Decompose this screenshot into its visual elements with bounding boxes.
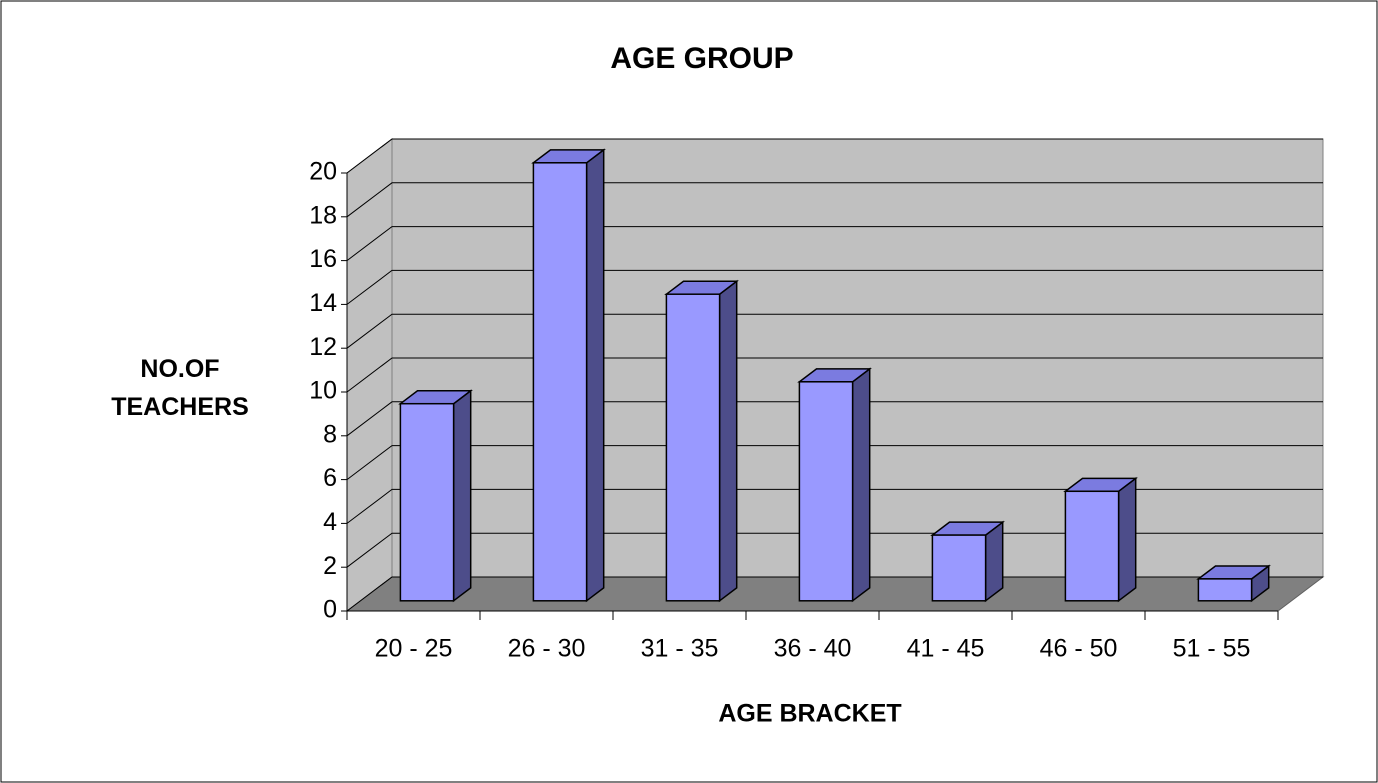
y-tick-label: 10 bbox=[309, 377, 337, 405]
bar-side bbox=[851, 367, 871, 603]
y-tick-label: 2 bbox=[323, 552, 337, 580]
grid-line bbox=[346, 269, 1323, 305]
grid-line bbox=[346, 488, 1323, 524]
bar-side bbox=[585, 148, 605, 603]
grid-line bbox=[346, 357, 1323, 393]
grid-line bbox=[346, 576, 1323, 612]
x-tick-label: 46 - 50 bbox=[1040, 635, 1118, 663]
chart-title: AGE GROUP bbox=[610, 42, 793, 75]
bar-side bbox=[452, 389, 472, 603]
grid-line bbox=[346, 182, 1323, 218]
y-tick-label: 12 bbox=[309, 333, 337, 361]
y-tick-label: 20 bbox=[309, 158, 337, 186]
x-tick-label: 51 - 55 bbox=[1173, 635, 1251, 663]
y-tick-label: 16 bbox=[309, 245, 337, 273]
x-tick-label: 36 - 40 bbox=[774, 635, 852, 663]
bar bbox=[399, 402, 455, 602]
y-tick-label: 18 bbox=[309, 201, 337, 229]
grid-line bbox=[346, 445, 1323, 480]
bar bbox=[798, 381, 854, 602]
y-axis-title: NO.OF TEACHERS bbox=[111, 355, 249, 421]
y-tick-label: 14 bbox=[309, 289, 337, 317]
bar bbox=[1064, 490, 1120, 602]
grid-line bbox=[346, 226, 1323, 261]
y-tick-label: 4 bbox=[323, 508, 337, 536]
grid-line bbox=[346, 532, 1323, 568]
grid-line bbox=[346, 313, 1323, 349]
y-tick-label: 8 bbox=[323, 420, 337, 448]
x-tick-label: 26 - 30 bbox=[508, 635, 586, 663]
bar bbox=[532, 162, 588, 602]
grid-line bbox=[346, 401, 1323, 437]
x-tick-label: 31 - 35 bbox=[641, 635, 719, 663]
bar-side bbox=[718, 279, 738, 603]
bar bbox=[931, 534, 987, 602]
bar bbox=[1197, 578, 1253, 602]
grid-line bbox=[346, 138, 1323, 174]
y-tick-label: 6 bbox=[323, 464, 337, 492]
bar-side bbox=[1117, 476, 1137, 603]
x-tick-label: 20 - 25 bbox=[375, 635, 453, 663]
x-tick-label: 41 - 45 bbox=[907, 635, 985, 663]
y-tick-label: 0 bbox=[323, 596, 337, 624]
x-axis-title: AGE BRACKET bbox=[718, 700, 901, 728]
bar bbox=[665, 293, 721, 602]
